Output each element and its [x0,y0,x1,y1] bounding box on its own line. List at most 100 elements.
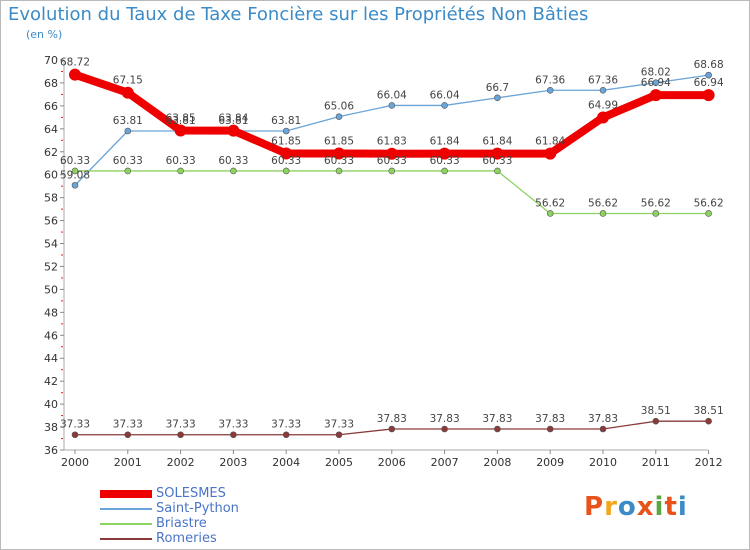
data-label: 37.83 [535,413,565,425]
data-label: 63.84 [218,113,248,125]
legend-swatch [100,490,152,498]
data-label: 67.36 [588,74,618,86]
data-label: 63.85 [166,113,196,125]
data-point [599,86,607,94]
y-tick-label: 60 [44,169,58,182]
data-label: 67.36 [535,74,565,86]
logo-letter: r [604,492,618,522]
y-minor-tick [61,139,63,141]
data-label: 66.04 [430,89,460,101]
data-label: 61.84 [430,136,460,148]
data-label: 59.08 [60,169,90,181]
data-label: 60.33 [113,155,143,167]
y-tick-label: 44 [44,352,58,365]
data-label: 61.84 [535,136,565,148]
y-tick-label: 42 [44,375,58,388]
data-label: 61.84 [482,136,512,148]
data-label: 68.02 [641,67,671,79]
y-tick-label: 54 [44,238,58,251]
y-minor-tick [61,438,63,440]
y-minor-tick [61,231,63,233]
data-point [335,167,343,175]
x-tick-label: 2006 [378,456,406,469]
x-tick-label: 2002 [167,456,195,469]
x-tick-label: 2007 [431,456,459,469]
data-point [71,181,79,189]
data-label: 61.83 [377,136,407,148]
data-point [282,431,290,439]
data-point [177,167,184,175]
data-point [335,113,343,120]
y-minor-tick [61,346,63,348]
y-minor-tick [61,162,63,164]
legend-swatch [100,538,152,540]
data-label: 37.83 [588,413,618,425]
data-label: 38.51 [694,405,724,417]
data-label: 63.81 [113,115,143,127]
unit-label: (en %) [26,28,63,41]
data-point [174,124,187,137]
data-label: 38.51 [641,405,671,417]
logo-letter: P [584,492,605,522]
logo-letter: i [654,492,665,522]
data-label: 60.33 [60,155,90,167]
data-point [230,167,237,175]
x-tick-label: 2000 [61,456,89,469]
y-minor-tick [61,277,63,279]
legend-item: Romeries [100,531,300,546]
data-label: 37.33 [324,419,354,431]
data-point [124,167,132,175]
data-point [282,167,290,175]
data-label: 60.33 [166,155,196,167]
data-label: 60.33 [324,155,354,167]
data-label: 56.62 [641,197,671,209]
legend-label: Saint-Python [156,501,239,516]
data-point [71,431,79,439]
data-point [121,86,134,99]
data-label: 60.33 [377,155,407,167]
y-tick-label: 52 [44,260,58,273]
x-tick-label: 2003 [219,456,247,469]
data-point [124,127,132,135]
x-tick-label: 2004 [272,456,300,469]
data-point [599,210,607,217]
x-tick-label: 2001 [114,456,142,469]
legend-label: SOLESMES [156,486,226,501]
x-tick-label: 2008 [483,456,511,469]
data-point [124,431,132,439]
y-minor-tick [61,300,63,302]
y-tick-label: 50 [44,283,58,296]
data-point [546,425,554,433]
y-tick-label: 46 [44,329,58,342]
data-point [544,147,557,160]
y-tick-label: 36 [44,444,58,457]
data-label: 37.33 [166,419,196,431]
legend-item: Saint-Python [100,501,300,516]
data-label: 37.83 [430,413,460,425]
y-tick-label: 68 [44,77,58,90]
y-minor-tick [61,116,63,118]
legend: SOLESMES Saint-Python Briastre Romeries [100,486,300,546]
y-tick-label: 66 [44,100,58,113]
data-point [438,147,451,160]
data-label: 37.33 [271,419,301,431]
data-label: 37.83 [482,413,512,425]
logo-letter: t [664,492,678,522]
data-point [705,417,712,425]
data-point [652,79,660,87]
data-point [705,71,712,79]
data-label: 63.81 [271,115,301,127]
y-tick-label: 64 [44,123,58,136]
data-point [333,147,345,160]
data-point [705,210,712,217]
data-label: 60.33 [430,155,460,167]
data-label: 60.33 [218,155,248,167]
y-minor-tick [61,323,63,325]
logo-letter: o [617,492,637,522]
logo-letter: x [636,492,655,522]
data-point [494,425,501,433]
y-tick-label: 62 [44,146,58,159]
data-point [71,167,79,175]
data-label: 37.83 [377,413,407,425]
